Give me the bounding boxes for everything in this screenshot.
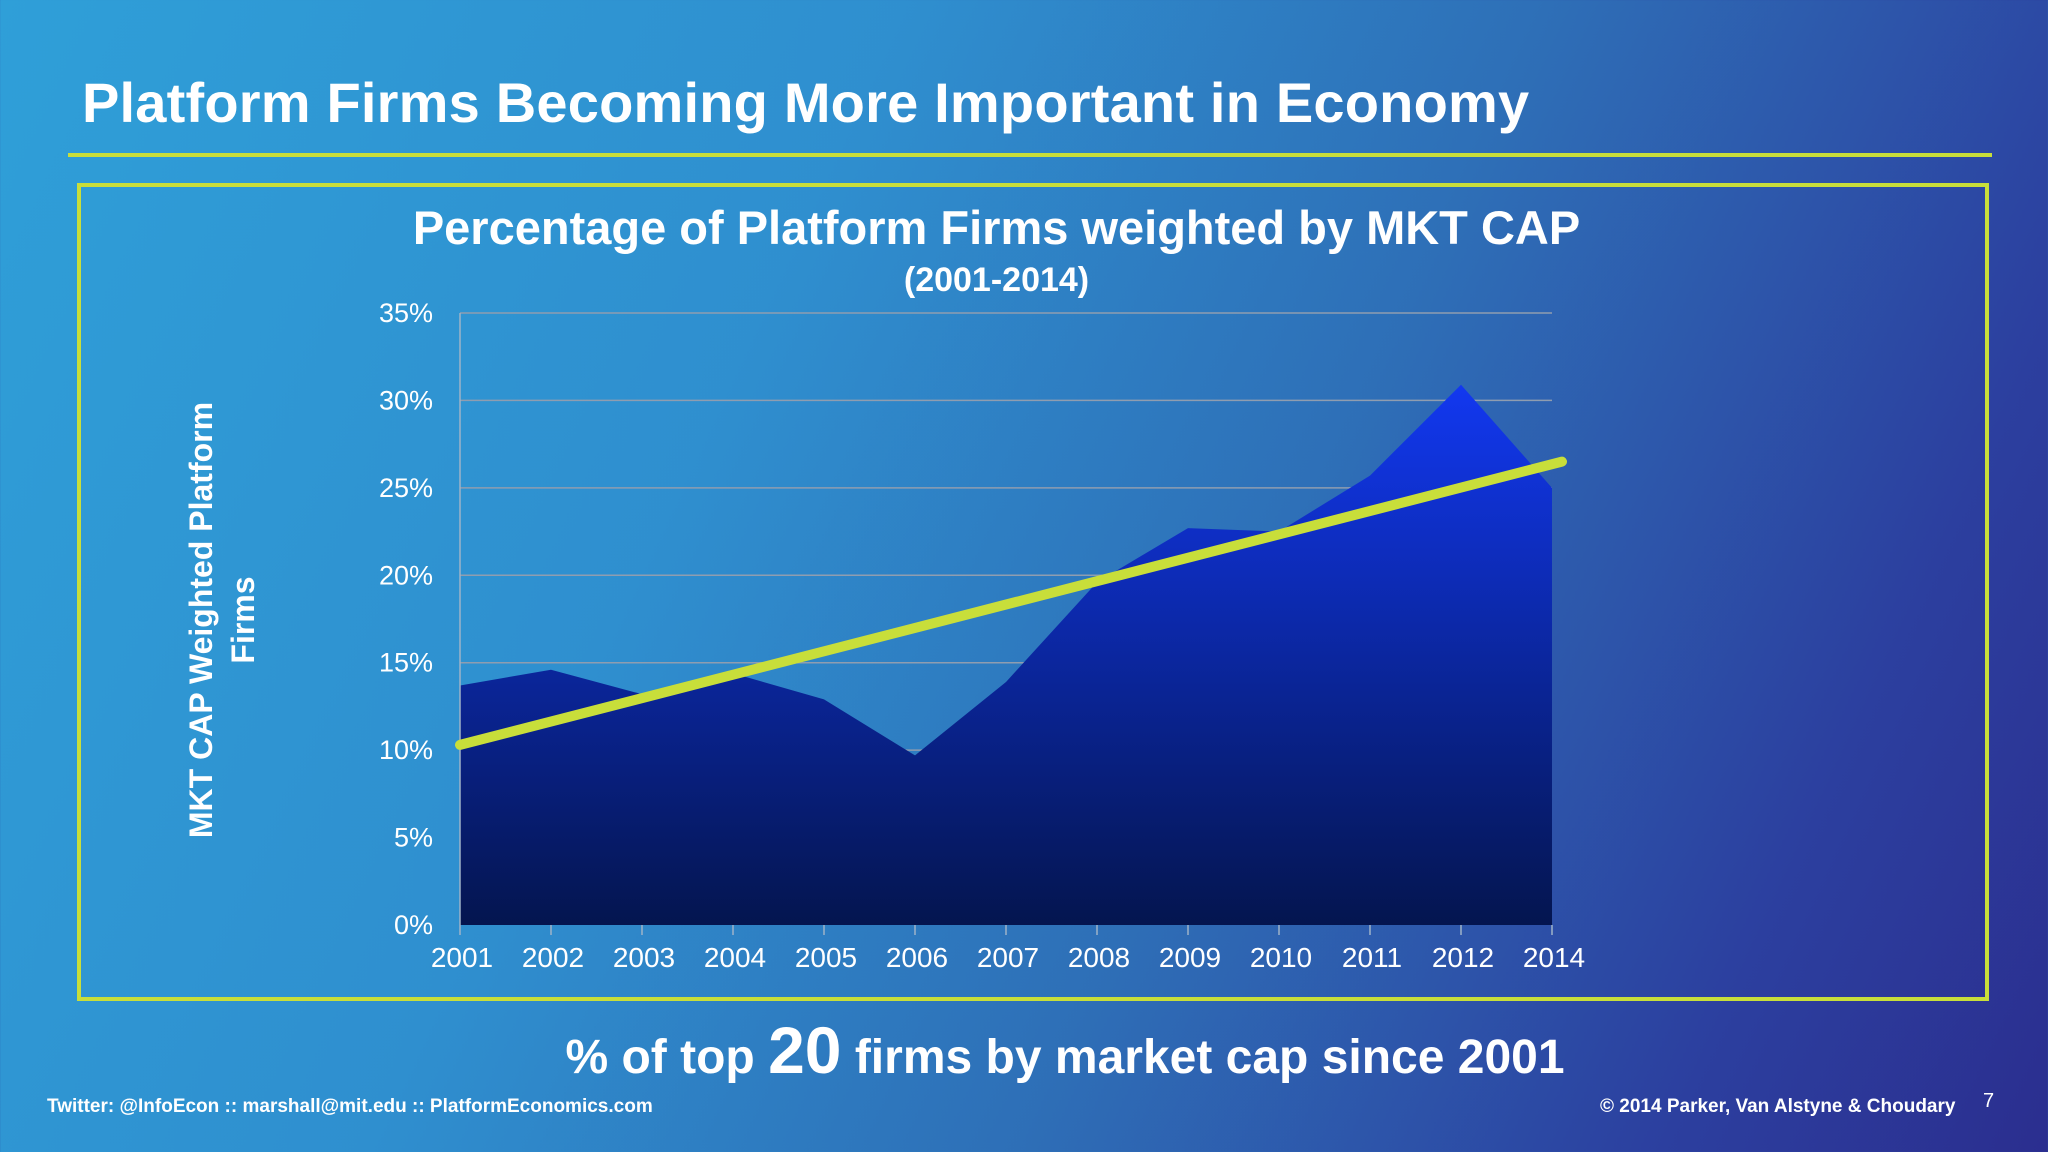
chart-subtitle: (2001-2014) — [903, 261, 1090, 299]
x-tick-label: 2012 — [1432, 942, 1494, 973]
area-series — [460, 384, 1552, 926]
x-tick-marks — [459, 925, 1553, 935]
x-tick-label: 2002 — [522, 942, 584, 973]
x-tick-label: 2003 — [613, 942, 675, 973]
caption-pre: % of top — [565, 1031, 769, 1084]
x-tick-label: 2006 — [886, 942, 948, 973]
x-tick-label: 2008 — [1068, 942, 1130, 973]
title-divider — [68, 153, 1992, 157]
y-tick-label: 10% — [379, 735, 433, 765]
trend-line — [455, 456, 1567, 750]
y-tick-label: 25% — [379, 473, 433, 503]
x-tick-label: 2014 — [1523, 942, 1585, 973]
x-tick-label: 2011 — [1342, 942, 1402, 973]
slide-caption: % of top 20 firms by market cap since 20… — [0, 1012, 2048, 1088]
x-tick-label: 2004 — [704, 942, 766, 973]
y-tick-label: 30% — [379, 385, 433, 415]
x-tick-label: 2009 — [1159, 942, 1221, 973]
x-tick-label: 2007 — [977, 942, 1039, 973]
y-tick-label: 0% — [394, 910, 433, 940]
footer-contact: Twitter: @InfoEcon :: marshall@mit.edu :… — [47, 1096, 653, 1117]
x-tick-label: 2010 — [1250, 942, 1312, 973]
chart-title: Percentage of Platform Firms weighted by… — [412, 201, 1581, 254]
caption-number: 20 — [768, 1013, 842, 1087]
x-tick-labels: 2001 2002 2003 2004 2005 2006 2007 2008 2009 2010… — [431, 942, 1585, 973]
y-tick-label: 15% — [379, 648, 433, 678]
y-tick-label: 35% — [379, 298, 433, 328]
chart-frame — [77, 183, 1989, 1001]
caption-post: firms by market cap since 2001 — [841, 1031, 1565, 1084]
y-tick-label: 5% — [394, 823, 433, 853]
page-number: 7 — [1983, 1090, 1995, 1112]
y-tick-label: 20% — [379, 560, 433, 590]
x-tick-label: 2005 — [795, 942, 857, 973]
y-tick-labels: 0% 5% 10% 15% 20% 25% 30% 35% — [379, 298, 433, 940]
footer-copyright: © 2014 Parker, Van Alstyne & Choudary — [1600, 1096, 1956, 1117]
x-tick-label: 2001 — [431, 942, 493, 973]
slide-title: Platform Firms Becoming More Important i… — [82, 71, 1530, 134]
